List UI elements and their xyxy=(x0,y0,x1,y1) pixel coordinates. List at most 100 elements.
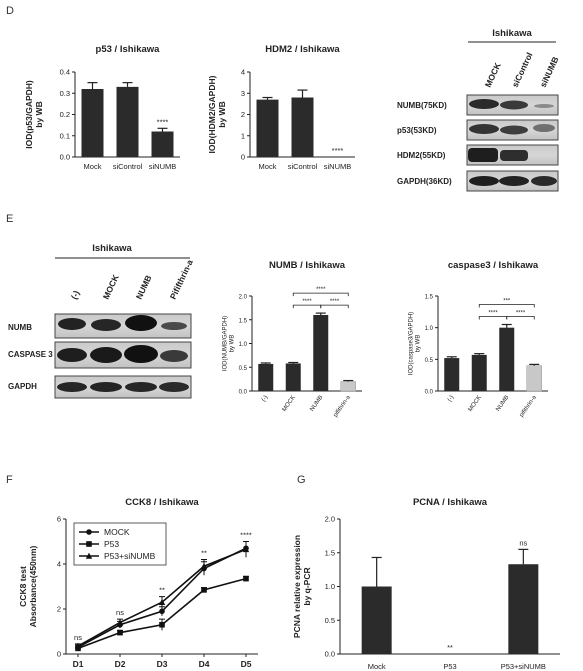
f-point xyxy=(201,587,207,593)
d1-bar xyxy=(116,86,139,157)
d2-category-label: siControl xyxy=(288,162,318,171)
d1-y-tick-label: 0.1 xyxy=(60,131,70,140)
f-point xyxy=(116,619,124,626)
e1-y-label-line: by WB xyxy=(230,335,236,353)
wb-d-row-gapdh: GAPDH(36KD) xyxy=(397,177,452,186)
charts-layer: 0.0 0.1 0.2 0.3 0.4 p53 / Ishikawa IOD(p53/GAP… xyxy=(18,44,560,671)
wb-e-lane-numb: NUMB xyxy=(134,274,154,301)
d1-y-tick-label: 0.0 xyxy=(60,153,70,162)
e2-bar xyxy=(444,358,460,391)
wb-e-header: Ishikawa xyxy=(92,243,132,254)
f-point xyxy=(159,621,165,628)
g-y-tick-label: 0.5 xyxy=(325,616,335,625)
e1-category-label: pifithrin-a xyxy=(333,394,352,418)
g-category-label: Mock xyxy=(368,662,386,671)
e2-significance-bracket xyxy=(478,304,535,308)
d1-bar xyxy=(81,89,104,157)
e2-title: caspase3 / Ishikawa xyxy=(448,260,539,271)
f-x-tick-label: D3 xyxy=(157,659,168,669)
chart-g: 0.0 0.5 1.0 1.5 2.0 PCNA / Ishikawa PCNA relat… xyxy=(292,497,560,671)
wb-band xyxy=(161,322,187,330)
wb-e-lane-mock: MOCK xyxy=(101,272,121,301)
wb-band xyxy=(57,382,87,392)
e1-bracket-label: **** xyxy=(316,287,326,293)
wb-e-row-caspase3: CASPASE 3 xyxy=(8,350,53,359)
d2-bar xyxy=(256,99,279,157)
wb-e-row-numb: NUMB xyxy=(8,323,32,332)
e2-bar xyxy=(471,354,487,391)
f-point xyxy=(158,598,166,606)
wb-band xyxy=(90,382,122,392)
e2-bar xyxy=(526,365,542,392)
d1-significance-label: **** xyxy=(157,117,169,126)
wb-band xyxy=(57,348,87,362)
e2-y-label-line: IOD(caspase3/GAPDH) xyxy=(409,312,415,375)
d2-y-tick-label: 2 xyxy=(241,110,245,119)
e1-significance-bracket xyxy=(292,304,322,309)
wb-e-row-gapdh: GAPDH xyxy=(8,382,37,391)
e1-bar xyxy=(313,315,329,391)
wb-band xyxy=(500,125,528,135)
d1-category-label: siControl xyxy=(113,162,143,171)
e1-bar xyxy=(340,381,356,392)
f-significance-label: ns xyxy=(74,633,82,642)
wb-band xyxy=(499,176,529,186)
d2-y-tick-label: 0 xyxy=(241,153,245,162)
e2-bracket-label: **** xyxy=(488,311,498,317)
chart-e1: 0.0 0.5 1.0 1.5 2.0 NUMB / Ishikawa IOD(NUMB/G… xyxy=(223,260,362,418)
wb-d-row-p53: p53(53KD) xyxy=(397,126,437,135)
wb-band xyxy=(531,176,557,186)
f-point xyxy=(74,642,82,649)
f-significance-label: ** xyxy=(159,586,165,595)
panel-letter-d: D xyxy=(6,5,14,17)
d2-y-label-line: by WB xyxy=(217,101,227,127)
f-significance-label: ** xyxy=(201,549,207,558)
wb-d-row-numb: NUMB(75KD) xyxy=(397,101,447,110)
g-y-label-line: PCNA relative expression xyxy=(292,535,302,638)
wb-band xyxy=(469,99,499,109)
wb-d-row-hdm2: HDM2(55KD) xyxy=(397,151,446,160)
d2-category-label: siNUMB xyxy=(324,162,352,171)
chart-e2: 0.0 0.5 1.0 1.5 caspase3 / Ishikawa IOD(caspa… xyxy=(409,260,548,418)
f-point xyxy=(243,575,249,582)
d1-y-tick-label: 0.3 xyxy=(60,89,70,98)
e1-category-label: NUMB xyxy=(309,395,324,413)
d2-bar xyxy=(291,97,314,157)
f-legend-marker xyxy=(85,552,93,559)
e1-y-tick-label: 1.5 xyxy=(239,318,248,324)
f-point xyxy=(200,562,208,570)
wb-band xyxy=(58,318,86,330)
d1-category-label: Mock xyxy=(84,162,102,171)
f-y-tick-label: 2 xyxy=(57,605,61,614)
g-y-label-line: by q-PCR xyxy=(302,567,312,605)
f-point xyxy=(159,608,165,615)
wb-band xyxy=(90,347,122,363)
d1-category-label: siNUMB xyxy=(149,162,177,171)
g-title: PCNA / Ishikawa xyxy=(413,497,488,508)
d2-category-label: Mock xyxy=(259,162,277,171)
f-legend-marker xyxy=(86,529,92,535)
e1-y-tick-label: 0.5 xyxy=(239,366,248,372)
d1-y-label-line: IOD(p53/GAPDH) xyxy=(24,80,34,149)
d2-title: HDM2 / Ishikawa xyxy=(265,44,340,55)
f-x-tick-label: D2 xyxy=(115,659,126,669)
e2-bracket-label: **** xyxy=(516,311,526,317)
chart-d2: 0 1 2 3 4 HDM2 / Ishikawa IOD(HDM2/GAPDH) by WB… xyxy=(207,44,355,171)
e2-significance-bracket xyxy=(506,316,535,320)
wb-band xyxy=(533,124,555,132)
g-significance-label: ** xyxy=(447,643,453,652)
g-bar xyxy=(361,586,392,654)
f-point xyxy=(117,629,123,636)
e2-significance-bracket xyxy=(478,316,508,320)
g-bar xyxy=(508,564,539,654)
wb-band xyxy=(500,150,528,161)
e1-y-tick-label: 0.0 xyxy=(239,390,248,396)
chart-d1: 0.0 0.1 0.2 0.3 0.4 p53 / Ishikawa IOD(p53/GAP… xyxy=(24,44,180,171)
e1-bracket-label: **** xyxy=(330,299,340,305)
panel-letter-g: G xyxy=(297,474,306,486)
f-x-tick-label: D4 xyxy=(199,659,210,669)
f-title: CCK8 / Ishikawa xyxy=(125,497,199,508)
e1-category-label: MOCK xyxy=(282,395,297,413)
f-y-tick-label: 6 xyxy=(57,515,61,524)
f-x-tick-label: D5 xyxy=(241,659,252,669)
